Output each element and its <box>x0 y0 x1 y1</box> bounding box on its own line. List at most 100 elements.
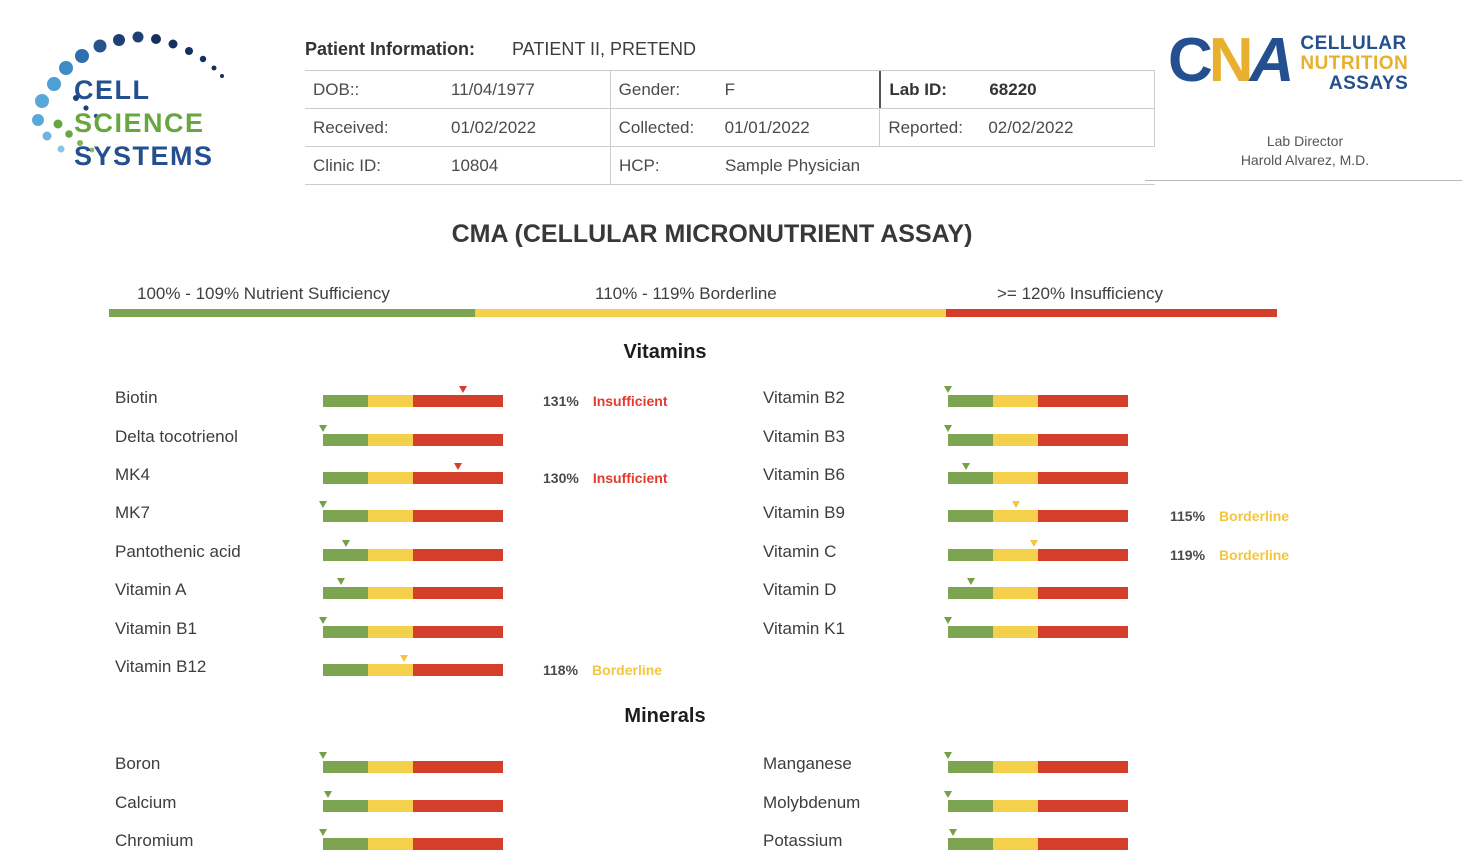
value-marker-icon <box>944 424 952 432</box>
value-marker-icon <box>319 828 327 836</box>
nutrient-range-bar <box>319 424 503 446</box>
bar-segment-r <box>1038 761 1128 774</box>
bar-segment-g <box>323 837 368 850</box>
nutrient-row: Calcium <box>115 783 503 821</box>
vitamins-right-column: Vitamin B2 Vitamin B3 Vitamin B6 Vitamin B9… <box>763 379 1289 648</box>
legend-segment <box>474 309 947 317</box>
cna-acronym: CNA <box>1168 30 1294 92</box>
value-marker-icon <box>454 462 462 470</box>
patient-field: Clinic ID: 10804 <box>305 147 610 184</box>
nutrient-name: Delta tocotrienol <box>115 426 238 446</box>
patient-field: HCP: Sample Physician <box>610 147 1155 184</box>
nutrient-range-bar <box>319 828 503 850</box>
bar-segment-g <box>323 625 368 638</box>
value-marker-icon <box>458 386 467 394</box>
bar-segment-r <box>1038 471 1128 484</box>
bar-segment-y <box>368 625 413 638</box>
nutrient-range-bar <box>948 828 1128 850</box>
patient-field-value: 02/02/2022 <box>988 117 1074 137</box>
nutrient-name: Vitamin B1 <box>115 618 197 638</box>
bar-segment-r <box>413 625 503 638</box>
bar-segment-y <box>368 837 413 850</box>
value-marker-icon <box>944 386 952 394</box>
value-percent: 119% <box>1170 546 1206 563</box>
bar-segment-r <box>1038 395 1128 408</box>
nutrient-range-bar <box>323 790 503 812</box>
legend-insufficiency-label: >= 120% Insufficiency <box>997 284 1164 303</box>
nutrient-name: Chromium <box>115 830 194 850</box>
nutrient-range-bar <box>319 752 503 774</box>
status-label: Borderline <box>1219 508 1290 525</box>
patient-field: Reported: 02/02/2022 <box>879 109 1154 146</box>
nutrient-row: Molybdenum <box>763 783 1128 821</box>
bar-segment-g <box>948 837 993 850</box>
bar-segment-r <box>413 799 503 812</box>
bar-segment-g <box>323 433 368 446</box>
nutrient-row: Manganese <box>763 745 1128 783</box>
bar-segment-y <box>368 471 413 484</box>
bar-segment-r <box>1038 510 1128 523</box>
bar-segment-g <box>948 510 993 523</box>
value-percent: 115% <box>1170 508 1206 525</box>
bar-segment-y <box>993 587 1038 600</box>
bar-segment-y <box>368 548 413 561</box>
logo-wordmark: CELL SCIENCE SYSTEMS <box>74 74 214 173</box>
bar-segment-y <box>993 837 1038 850</box>
header-divider <box>1145 180 1462 181</box>
value-marker-icon <box>944 752 952 760</box>
nutrient-name: Vitamin B12 <box>115 656 207 676</box>
nutrient-name: Vitamin B6 <box>763 464 845 484</box>
nutrient-row: Pantothenic acid <box>115 533 667 571</box>
patient-field-value: F <box>724 79 736 99</box>
nutrient-row: Vitamin D <box>763 571 1289 609</box>
nutrient-row: MK4 130% Insufficient <box>115 456 667 494</box>
section-title-vitamins: Vitamins <box>623 341 707 363</box>
nutrient-range-bar <box>319 616 503 638</box>
cna-wordmark: CELLULAR NUTRITION ASSAYS <box>1300 34 1408 94</box>
nutrient-range-bar <box>944 790 1128 812</box>
bar-segment-y <box>368 510 413 523</box>
nutrient-name: Manganese <box>763 754 852 774</box>
minerals-left-column: Boron Calcium Chromium <box>115 745 503 860</box>
bar-segment-y <box>993 799 1038 812</box>
nutrient-row: Chromium <box>115 822 503 860</box>
nutrient-name: Vitamin B9 <box>763 503 845 523</box>
lab-director-title: Lab Director <box>1266 133 1344 149</box>
bar-segment-g <box>948 587 993 600</box>
nutrient-name: Molybdenum <box>763 792 861 812</box>
nutrient-row: Vitamin C 119% Borderline <box>763 533 1289 571</box>
legend-sufficiency-label: 100% - 109% Nutrient Sufficiency <box>137 284 390 303</box>
nutrient-row: Vitamin B2 <box>763 379 1289 417</box>
patient-table-row: Received: 01/02/2022 Collected: 01/01/2022 R… <box>305 109 1155 147</box>
bar-segment-r <box>413 587 503 600</box>
nutrient-row: MK7 <box>115 494 667 532</box>
bar-segment-r <box>413 837 503 850</box>
bar-segment-y <box>993 625 1038 638</box>
bar-segment-y <box>993 471 1038 484</box>
nutrient-range-bar <box>948 539 1128 561</box>
bar-segment-r <box>413 663 503 676</box>
bar-segment-r <box>413 761 503 774</box>
value-marker-icon <box>319 616 327 624</box>
nutrient-range-bar <box>323 654 503 676</box>
patient-field-value: 68220 <box>989 79 1037 99</box>
bar-segment-y <box>993 510 1038 523</box>
value-marker-icon <box>337 578 345 586</box>
vitamins-left-column: Biotin 131% Insufficient Delta tocotrienol M… <box>115 379 667 686</box>
nutrient-range-bar <box>323 386 503 408</box>
patient-field-label: Received: <box>313 117 389 137</box>
legend-segment <box>109 309 475 317</box>
nutrient-row: Vitamin B9 115% Borderline <box>763 494 1289 532</box>
logo-dots-swirl-icon <box>32 31 224 157</box>
nutrient-name: Potassium <box>763 830 843 850</box>
cna-letter-a: A <box>1249 26 1295 95</box>
cna-letter-c: C <box>1168 26 1213 95</box>
value-marker-icon <box>400 654 408 662</box>
bar-segment-y <box>993 433 1038 446</box>
bar-segment-g <box>323 471 368 484</box>
nutrient-name: Calcium <box>115 792 177 812</box>
nutrient-row: Vitamin B3 <box>763 417 1289 455</box>
nutrient-row: Delta tocotrienol <box>115 417 667 455</box>
nutrient-name: Vitamin B3 <box>763 426 845 446</box>
